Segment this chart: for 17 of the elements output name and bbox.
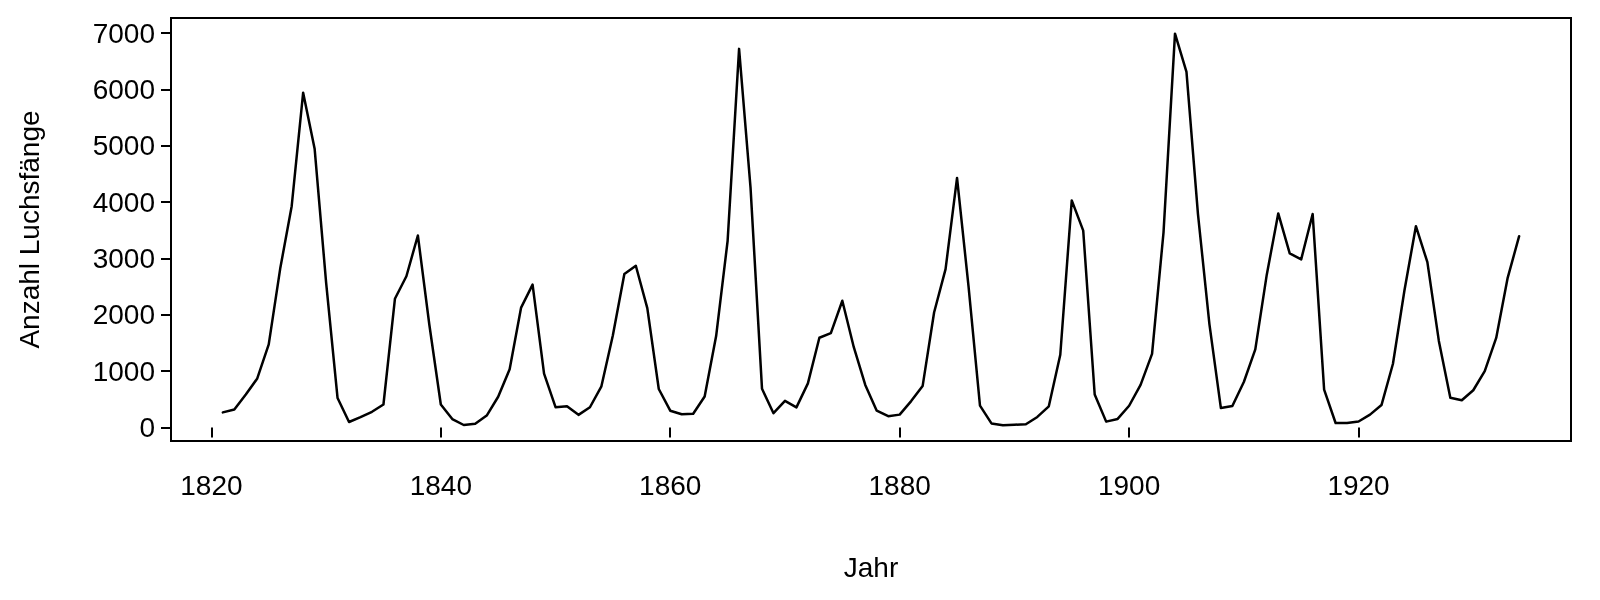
x-tick-label: 1860 — [639, 469, 702, 501]
line-series — [221, 32, 1521, 427]
x-tick-label: 1840 — [409, 469, 472, 501]
y-tick-label: 3000 — [92, 243, 155, 275]
x-tick-label: 1920 — [1327, 469, 1390, 501]
y-tick-label: 2000 — [92, 299, 155, 331]
y-tick-label: 4000 — [92, 186, 155, 218]
x-tick-label: 1880 — [868, 469, 931, 501]
x-axis-title: Jahr — [843, 551, 899, 583]
y-tick-label: 0 — [139, 412, 155, 444]
y-tick-label: 1000 — [92, 355, 155, 387]
x-tick-label: 1900 — [1097, 469, 1161, 501]
y-tick-label: 6000 — [92, 74, 155, 105]
y-axis-title: Anzahl Luchsfänge — [13, 110, 45, 349]
y-tick-label: 5000 — [92, 130, 155, 162]
y-tick-label: 7000 — [92, 17, 155, 49]
x-tick-label: 1820 — [180, 469, 243, 501]
